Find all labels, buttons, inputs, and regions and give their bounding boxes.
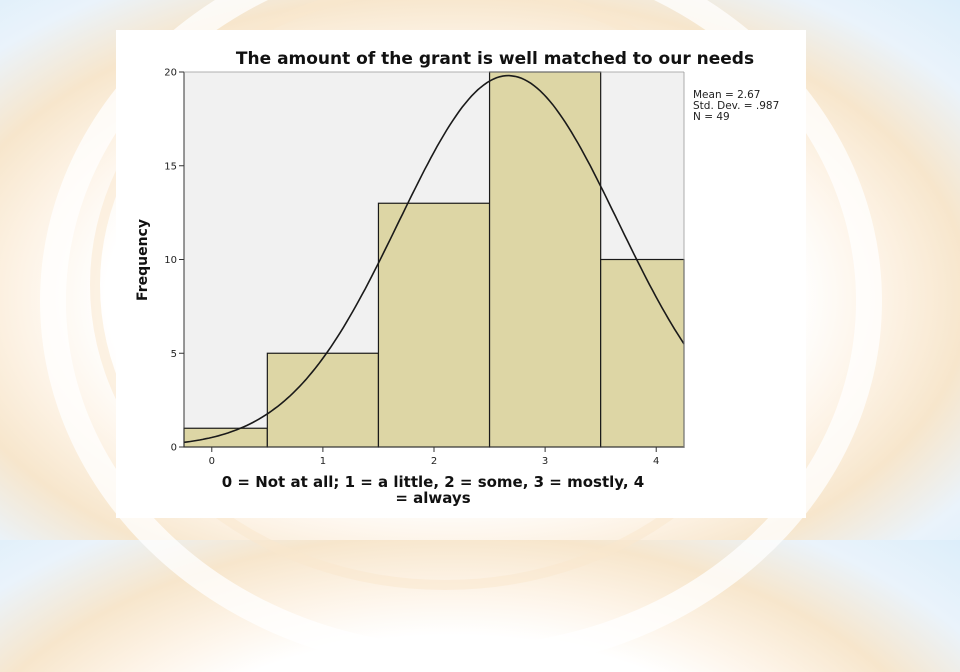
histogram-bar-1 bbox=[266, 352, 380, 448]
x-axis-label-line-2: = always bbox=[395, 489, 470, 507]
histogram-bar-3 bbox=[488, 71, 602, 448]
chart-title: The amount of the grant is well matched … bbox=[236, 49, 754, 69]
histogram-bar-2 bbox=[377, 202, 491, 448]
y-tick-label-5: 5 bbox=[171, 349, 177, 360]
y-tick-label-0: 0 bbox=[171, 443, 177, 454]
histogram-bar-4 bbox=[600, 258, 685, 448]
y-tick-label-20: 20 bbox=[164, 68, 177, 79]
histogram-chart: The amount of the grant is well matched … bbox=[135, 49, 779, 507]
normal-curve bbox=[183, 74, 685, 444]
y-tick-label-10: 10 bbox=[164, 255, 177, 266]
stat-mean: Mean = 2.67 bbox=[693, 89, 760, 101]
y-axis-label: Frequency bbox=[135, 219, 151, 301]
histogram-bar-0 bbox=[183, 427, 268, 448]
x-tick-label-2: 2 bbox=[431, 456, 437, 467]
y-tick-label-15: 15 bbox=[164, 161, 177, 172]
x-axis-label-line-1: 0 = Not at all; 1 = a little, 2 = some, … bbox=[222, 473, 645, 491]
x-tick-label-1: 1 bbox=[320, 456, 326, 467]
x-tick-label-3: 3 bbox=[542, 456, 548, 467]
stat-std-dev: Std. Dev. = .987 bbox=[693, 100, 779, 112]
x-tick-label-0: 0 bbox=[209, 456, 215, 467]
stat-n: N = 49 bbox=[693, 111, 730, 123]
x-tick-label-4: 4 bbox=[653, 456, 659, 467]
